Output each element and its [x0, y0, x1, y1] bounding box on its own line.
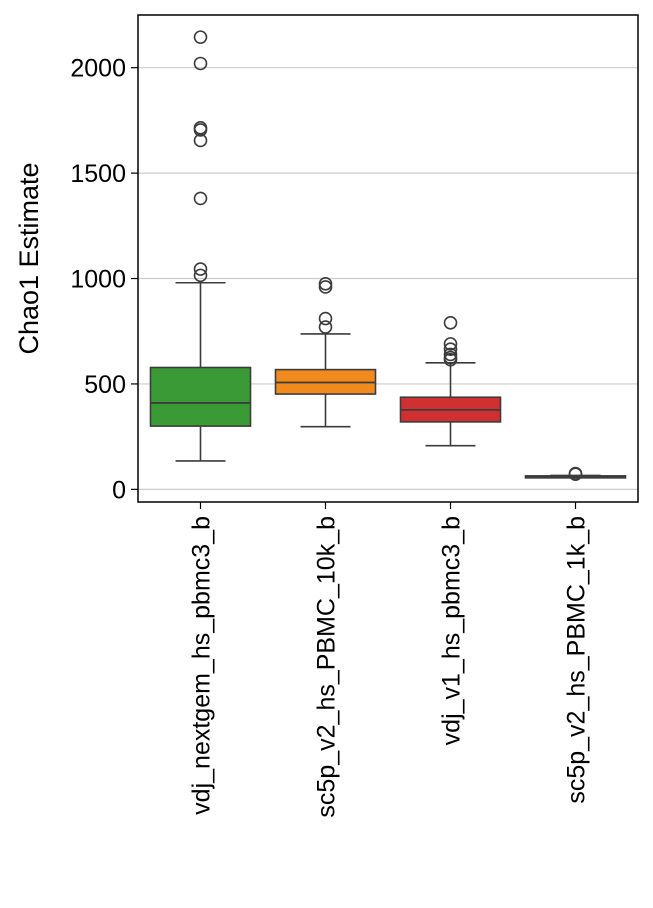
box-group-4 — [524, 466, 627, 481]
box-plots — [149, 30, 627, 481]
plot-frame — [137, 14, 639, 503]
outlier-point — [443, 316, 458, 330]
y-tick-label: 0 — [112, 476, 126, 504]
x-tick-label: sc5p_v2_hs_PBMC_10k_b — [313, 516, 341, 818]
box-group-3 — [399, 316, 502, 447]
x-tick-label: vdj_v1_hs_pbmc3_b — [438, 516, 466, 745]
outlier-point — [193, 191, 208, 206]
y-axis: 0 500 1000 1500 2000 — [70, 55, 138, 504]
outlier-point — [193, 56, 208, 71]
outlier-point — [443, 347, 458, 362]
outlier-point — [318, 276, 333, 291]
outlier-point — [568, 466, 583, 481]
box — [149, 366, 252, 427]
y-tick-label: 500 — [84, 371, 126, 399]
outlier-point — [193, 268, 208, 283]
x-tick-label: sc5p_v2_hs_PBMC_1k_b — [563, 516, 591, 804]
y-axis-label: Chao1 Estimate — [14, 162, 44, 354]
x-axis: vdj_nextgem_hs_pbmc3_b sc5p_v2_hs_PBMC_10… — [188, 502, 591, 818]
outlier-point — [443, 342, 458, 356]
outlier-point — [318, 311, 333, 326]
outlier-point — [318, 320, 333, 334]
x-tick-label: vdj_nextgem_hs_pbmc3_b — [188, 516, 216, 815]
y-tick-label: 1500 — [70, 160, 126, 188]
outlier-point — [193, 30, 208, 44]
y-tick-label: 1000 — [70, 266, 126, 294]
outlier-point — [443, 337, 458, 351]
box-group-2 — [274, 276, 377, 428]
box-group-1 — [149, 30, 252, 462]
outlier-point — [193, 120, 208, 135]
outlier-point — [193, 262, 208, 276]
y-tick-label: 2000 — [70, 55, 126, 83]
